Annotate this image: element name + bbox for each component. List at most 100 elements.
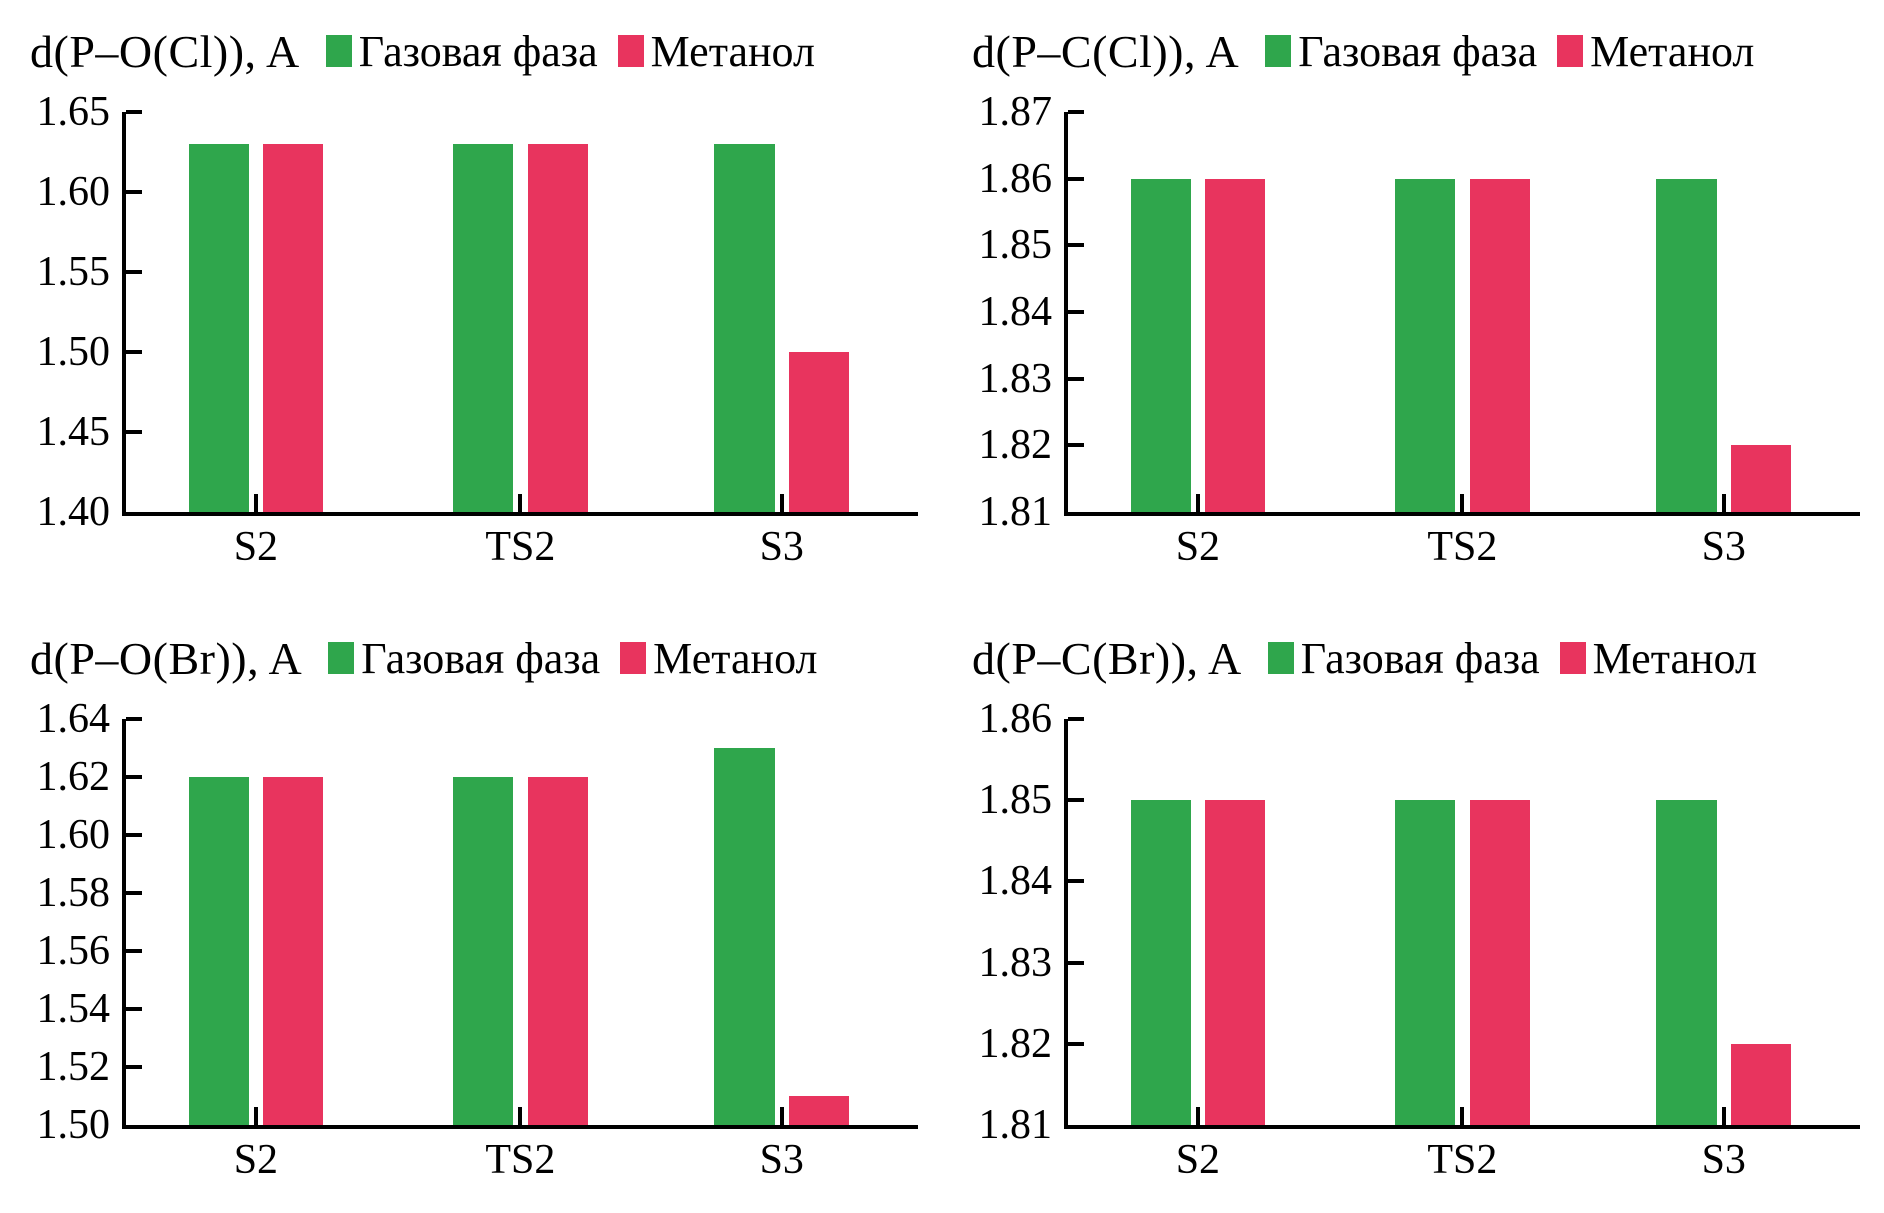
x-axis-tick xyxy=(253,1107,258,1125)
x-axis-category-label: S3 xyxy=(759,1137,804,1183)
x-axis-tick xyxy=(779,494,784,512)
legend-swatch-gas-phase-icon xyxy=(328,642,355,674)
legend: Газовая фаза Метанол xyxy=(1265,26,1754,77)
y-axis-tick-label: 1.85 xyxy=(978,777,1053,824)
y-axis-tick xyxy=(1068,243,1084,248)
bar-gas-phase-ts2 xyxy=(453,144,514,512)
y-axis-tick xyxy=(126,110,142,114)
bar-methanol-s3 xyxy=(788,1096,850,1125)
y-axis-tick xyxy=(1068,176,1084,181)
x-axis-tick xyxy=(1460,494,1465,512)
y-axis-tick xyxy=(1068,879,1084,884)
y-axis-tick xyxy=(126,891,142,895)
y-axis-tick-label: 1.45 xyxy=(36,409,111,455)
plot-area-p-o-br: 1.64 1.62 1.60 1.58 1.56 1.54 1.52 1.50 S2 TS2 S3 xyxy=(37,697,918,1183)
chart-title: d(P–O(Cl)), A xyxy=(30,25,300,77)
x-axis-category-label: TS2 xyxy=(485,1137,556,1183)
y-axis-tick-label: 1.50 xyxy=(36,1102,111,1148)
x-axis-category-label: S3 xyxy=(759,524,804,570)
legend-item-gas-phase: Газовая фаза xyxy=(325,26,598,77)
y-axis-tick-label: 1.58 xyxy=(36,870,111,916)
legend-label-methanol: Метанол xyxy=(653,633,818,683)
y-axis-tick xyxy=(126,190,142,194)
y-axis-tick xyxy=(1068,110,1084,114)
y-axis-tick-label: 1.84 xyxy=(978,289,1053,335)
legend-swatch-gas-phase-icon xyxy=(325,35,352,67)
plot-area-p-c-cl: 1.87 1.86 1.85 1.84 1.83 1.82 1.81 S2 TS2 S3 xyxy=(979,90,1860,570)
bar-methanol-s2 xyxy=(263,777,324,1125)
chart-panel-p-o-br: d(P–O(Br)), A Газовая фаза Метанол 1.64 1… xyxy=(0,607,942,1213)
y-axis-tick-label: 1.85 xyxy=(978,222,1053,269)
legend-item-methanol: Метанол xyxy=(620,633,817,684)
x-axis-category-label: TS2 xyxy=(1427,524,1498,570)
bar-gas-phase-s2 xyxy=(188,777,249,1125)
legend-swatch-methanol-icon xyxy=(620,642,647,674)
x-axis-tick xyxy=(518,494,523,512)
x-axis-tick xyxy=(518,1107,523,1125)
x-axis-tick xyxy=(1460,1107,1465,1125)
legend-swatch-methanol-icon xyxy=(1559,642,1586,674)
bar-gas-phase-ts2 xyxy=(1395,800,1456,1125)
legend-label-gas-phase: Газовая фаза xyxy=(1298,26,1538,76)
legend-item-methanol: Метанол xyxy=(1557,26,1754,77)
chart-header: d(P–C(Cl)), A Газовая фаза Метанол xyxy=(972,16,1884,86)
y-axis-tick xyxy=(1068,717,1084,721)
legend-swatch-methanol-icon xyxy=(1557,35,1584,67)
chart-header: d(P–C(Br)), A Газовая фаза Метанол xyxy=(972,623,1884,693)
y-axis-tick xyxy=(126,774,142,779)
y-axis-tick-label: 1.56 xyxy=(36,927,111,974)
y-axis-tick-label: 1.60 xyxy=(36,811,111,858)
y-axis-tick xyxy=(126,1007,142,1011)
bar-gas-phase-s2 xyxy=(188,144,249,512)
y-axis-tick xyxy=(126,717,142,721)
chart-title: d(P–C(Cl)), A xyxy=(972,25,1240,77)
x-axis-category-label: TS2 xyxy=(485,524,556,570)
y-axis-tick xyxy=(126,832,142,837)
y-axis-tick xyxy=(126,270,142,274)
y-axis-tick-label: 1.83 xyxy=(978,355,1053,402)
y-axis-tick xyxy=(1068,443,1084,448)
x-axis-category-label: S2 xyxy=(1175,524,1221,570)
x-axis-tick xyxy=(253,494,258,512)
bar-methanol-s2 xyxy=(263,144,324,512)
y-axis-tick-label: 1.86 xyxy=(978,696,1053,742)
y-axis-tick xyxy=(126,430,142,434)
legend: Газовая фаза Метанол xyxy=(1267,633,1757,684)
y-axis-tick-label: 1.81 xyxy=(978,1102,1053,1148)
y-axis-tick-label: 1.64 xyxy=(36,696,111,742)
y-axis-tick xyxy=(1068,960,1084,965)
bar-methanol-s2 xyxy=(1205,178,1266,512)
chart-header: d(P–O(Br)), A Газовая фаза Метанол xyxy=(30,623,942,693)
y-axis-tick-label: 1.60 xyxy=(36,169,111,215)
legend-item-gas-phase: Газовая фаза xyxy=(1267,633,1540,684)
bar-gas-phase-s2 xyxy=(1130,800,1191,1125)
x-axis-tick xyxy=(1721,1107,1726,1125)
y-axis-tick-label: 1.55 xyxy=(36,249,111,295)
chart-panel-p-o-cl: d(P–O(Cl)), A Газовая фаза Метанол 1.65 1… xyxy=(0,0,942,607)
y-axis-tick-label: 1.82 xyxy=(978,422,1053,469)
chart-title: d(P–O(Br)), A xyxy=(30,632,303,684)
plot-area-p-c-br: 1.86 1.85 1.84 1.83 1.82 1.81 S2 TS2 S3 xyxy=(979,697,1860,1183)
y-axis-tick-label: 1.50 xyxy=(36,329,111,375)
y-axis-tick-label: 1.62 xyxy=(36,753,111,800)
y-axis-tick-label: 1.83 xyxy=(978,939,1053,986)
x-axis-category-label: S2 xyxy=(1175,1137,1221,1183)
legend-swatch-methanol-icon xyxy=(617,35,644,67)
x-axis-tick xyxy=(779,1107,784,1125)
legend: Газовая фаза Метанол xyxy=(328,633,817,684)
y-axis-tick-label: 1.82 xyxy=(978,1020,1053,1067)
y-axis-tick-label: 1.87 xyxy=(978,89,1053,135)
legend-label-methanol: Метанол xyxy=(1592,633,1757,683)
legend: Газовая фаза Метанол xyxy=(325,26,815,77)
x-axis-category-label: TS2 xyxy=(1427,1137,1498,1183)
x-axis-category-label: S3 xyxy=(1701,1137,1746,1183)
legend-label-gas-phase: Газовая фаза xyxy=(1300,633,1540,683)
bar-methanol-s2 xyxy=(1205,800,1266,1125)
y-axis-tick xyxy=(126,948,142,953)
legend-label-methanol: Метанол xyxy=(650,26,815,76)
y-axis-tick-label: 1.81 xyxy=(978,489,1053,535)
bar-gas-phase-ts2 xyxy=(1395,178,1456,512)
legend-label-methanol: Метанол xyxy=(1590,26,1755,76)
